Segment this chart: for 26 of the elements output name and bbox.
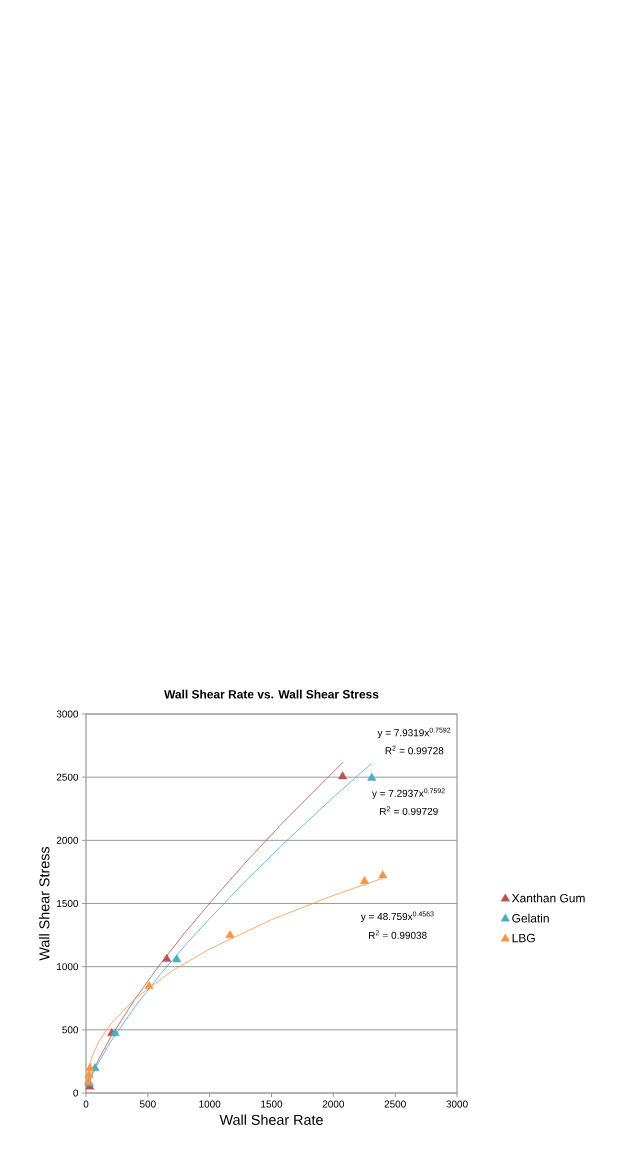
annotation: R$^{2}$ = 0.99728 — [385, 745, 444, 755]
y-tick-label: 2500 — [56, 773, 79, 781]
y-tick-label: 2000 — [56, 836, 79, 844]
y-tick-label: 0 — [73, 1089, 79, 1097]
x-axis-title: Wall Shear Rate — [219, 1114, 323, 1125]
x-tick-label: 3000 — [446, 1100, 468, 1108]
annotation: y = 48.759x$^{0.4563}$ — [360, 911, 434, 923]
legend-label: LBG — [512, 933, 535, 943]
x-tick-label: 2500 — [384, 1100, 406, 1108]
annotation: R$^{2}$ = 0.99038 — [368, 930, 427, 939]
annotation: y = 7.2937x$^{0.7592}$ — [371, 788, 445, 799]
chart-title: Wall Shear Rate vs. Wall Shear Stress — [164, 689, 379, 699]
legend-label: Gelatin — [512, 913, 549, 923]
x-tick-label: 500 — [139, 1100, 156, 1108]
legend-label: Xanthan Gum — [511, 893, 585, 903]
annotation: R$^{2}$ = 0.99729 — [380, 806, 438, 815]
y-axis-title: Wall Shear Stress — [38, 846, 50, 961]
annotation: y = 7.9319x$^{0.7592}$ — [377, 727, 451, 739]
x-tick-label: 1000 — [199, 1100, 221, 1108]
y-tick-label: 1000 — [57, 963, 79, 971]
y-tick-label: 1500 — [57, 899, 79, 908]
x-tick-label: 0 — [83, 1100, 89, 1108]
x-tick-label: 2000 — [322, 1100, 345, 1108]
x-tick-label: 1500 — [261, 1100, 283, 1108]
y-tick-label: 500 — [62, 1026, 79, 1034]
y-tick-label: 3000 — [56, 710, 79, 718]
